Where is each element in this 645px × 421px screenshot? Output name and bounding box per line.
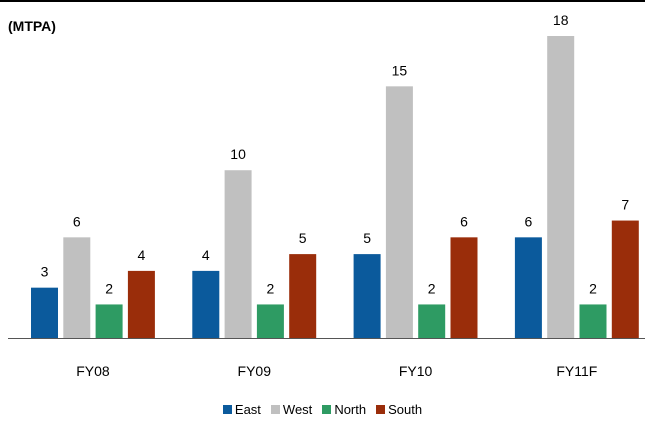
bar-north-fy11f [579, 304, 607, 338]
legend-swatch-north [322, 405, 332, 414]
legend-item-east: East [222, 402, 261, 417]
data-label-south-fy11f: 7 [621, 197, 629, 213]
bar-east-fy08 [31, 287, 58, 338]
bar-west-fy10 [385, 86, 413, 338]
top-rule [0, 0, 645, 2]
bar-south-fy08 [127, 270, 155, 338]
legend-item-south: South [376, 402, 422, 417]
x-tick-label-fy08: FY08 [76, 363, 110, 379]
data-label-west-fy10: 15 [392, 62, 408, 78]
data-label-west-fy09: 10 [230, 146, 246, 162]
legend: East West North South [0, 402, 645, 417]
legend-label-west: West [282, 402, 313, 417]
bar-west-fy09 [224, 170, 252, 338]
data-label-north-fy08: 2 [105, 280, 113, 296]
data-label-west-fy11f: 18 [553, 12, 569, 28]
data-label-south-fy10: 6 [460, 213, 468, 229]
legend-item-west: West [270, 402, 313, 417]
bar-north-fy09 [256, 304, 284, 338]
bar-west-fy11f [547, 36, 575, 338]
legend-swatch-west [270, 405, 280, 414]
legend-label-north: North [334, 402, 367, 417]
data-label-south-fy08: 4 [138, 247, 146, 263]
legend-swatch-east [222, 405, 232, 414]
bar-east-fy10 [353, 254, 381, 338]
bar-north-fy08 [95, 304, 123, 338]
legend-item-north: North [322, 402, 366, 417]
data-label-north-fy11f: 2 [589, 280, 597, 296]
data-label-north-fy09: 2 [267, 280, 275, 296]
bar-north-fy10 [418, 304, 446, 338]
bar-east-fy11f [514, 237, 542, 338]
data-label-east-fy10: 5 [363, 230, 371, 246]
bar-east-fy09 [192, 270, 220, 338]
bar-south-fy11f [611, 220, 639, 338]
bar-south-fy10 [450, 237, 478, 338]
legend-swatch-south [376, 405, 386, 414]
data-label-south-fy09: 5 [299, 230, 307, 246]
bar-west-fy08 [63, 237, 91, 338]
legend-label-south: South [388, 402, 423, 417]
x-tick-label-fy09: FY09 [238, 363, 272, 379]
data-label-east-fy09: 4 [202, 247, 210, 263]
data-label-west-fy08: 6 [73, 213, 81, 229]
data-label-east-fy11f: 6 [525, 213, 533, 229]
data-label-north-fy10: 2 [428, 280, 436, 296]
legend-label-east: East [234, 402, 261, 417]
unit-label: (MTPA) [8, 18, 56, 34]
data-label-east-fy08: 3 [41, 264, 49, 280]
bar-south-fy09 [289, 254, 317, 338]
x-tick-label-fy11f: FY11F [556, 363, 597, 379]
x-tick-label-fy10: FY10 [399, 363, 433, 379]
